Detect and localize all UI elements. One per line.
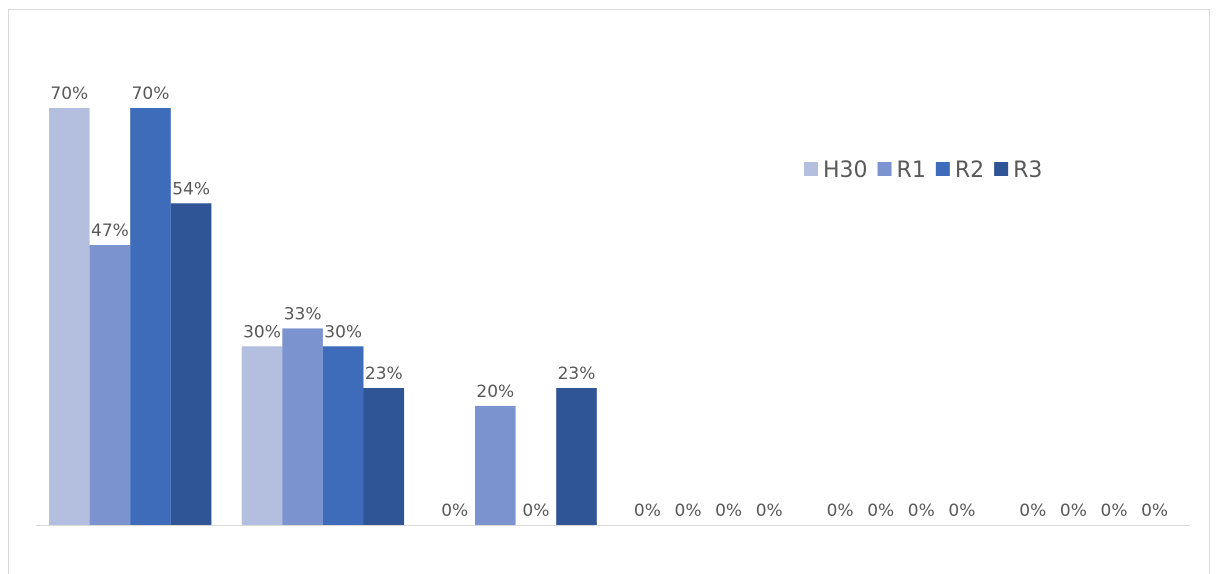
data-label-r3-3: 23%	[558, 364, 596, 384]
data-label-r3-5: 0%	[948, 501, 975, 521]
legend: H30 R1 R2 R3	[804, 158, 1042, 183]
data-label-r1-2: 33%	[284, 304, 322, 324]
bar-r2-1	[130, 108, 171, 525]
bar-h30-1	[49, 108, 90, 525]
bar-h30-2	[241, 346, 283, 525]
data-label-r1-6: 0%	[1060, 501, 1087, 521]
data-label-r2-4: 0%	[715, 501, 742, 521]
data-label-h30-4: 0%	[634, 501, 661, 521]
bar-r3-1	[170, 203, 212, 526]
bar-r1-2	[282, 328, 323, 525]
data-label-r2-1: 70%	[132, 84, 170, 104]
data-label-r1-4: 0%	[675, 501, 702, 521]
data-label-r3-1: 54%	[172, 179, 210, 199]
data-label-r2-3: 0%	[522, 501, 549, 521]
data-label-r3-6: 0%	[1141, 501, 1168, 521]
legend-swatch-r3	[994, 162, 1009, 176]
legend-label-h30: H30	[823, 158, 868, 183]
legend-swatch-h30	[804, 162, 818, 176]
legend-swatch-r1	[877, 162, 892, 176]
bar-r3-2	[363, 388, 405, 525]
data-label-r2-2: 30%	[324, 322, 362, 342]
legend-label-r2: R2	[955, 158, 984, 183]
bar-r3-3	[556, 388, 597, 525]
data-label-r3-4: 0%	[756, 501, 783, 521]
data-labels-group: 70% 47% 70% 54% 30%33%30% 23% 0% 20% 0% 23% 0% 0% 0%…	[50, 84, 1168, 521]
data-label-r3-2: 23%	[365, 364, 403, 384]
data-label-h30-1: 70%	[50, 84, 88, 104]
data-label-r1-5: 0%	[867, 501, 894, 521]
data-label-h30-6: 0%	[1019, 501, 1046, 521]
data-label-h30-3: 0%	[441, 501, 468, 521]
data-label-r1-1: 47%	[91, 221, 129, 241]
legend-label-r3: R3	[1013, 158, 1042, 183]
legend-swatch-r2	[935, 162, 950, 176]
bar-r2-2	[322, 346, 364, 525]
data-label-r2-6: 0%	[1101, 501, 1128, 521]
data-label-r2-5: 0%	[908, 501, 935, 521]
legend-label-r1: R1	[897, 158, 926, 183]
bars-group	[49, 108, 597, 526]
bar-r1-1	[89, 245, 131, 525]
data-label-h30-5: 0%	[827, 501, 854, 521]
data-label-r1-3: 20%	[476, 382, 514, 402]
data-label-h30-2: 30%	[243, 322, 281, 342]
bar-r1-3	[475, 405, 516, 525]
